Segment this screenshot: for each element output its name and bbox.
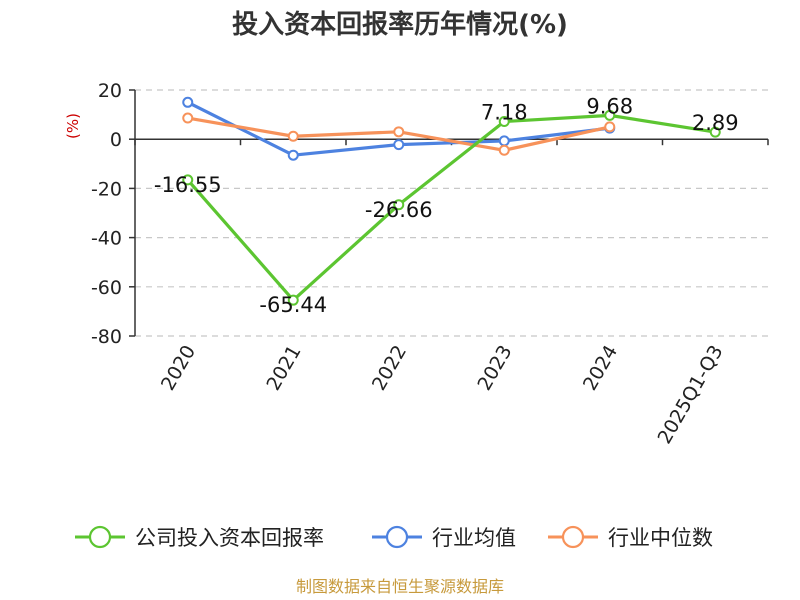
legend-item-1: 行业均值 [372, 525, 516, 550]
series-1-point-0 [182, 96, 194, 108]
x-tick-label-2021: 2021 [262, 342, 305, 395]
series-0-point-4 [604, 109, 616, 121]
legend-swatch-marker-2 [561, 525, 585, 549]
y-tick-label-20: 20 [98, 80, 122, 102]
series-0-point-1 [287, 294, 299, 306]
legend-label-2: 行业中位数 [608, 526, 713, 550]
series-1-point-2 [393, 139, 405, 151]
y-tick-label--20: -20 [91, 178, 122, 200]
x-tick-label-2020: 2020 [157, 342, 200, 395]
series-2-point-2 [393, 126, 405, 138]
data-labels: -16.55 -65.44 -26.66 7.18 9.68 2.89 [154, 94, 739, 317]
chart-title: 投入资本回报率历年情况(%) [232, 9, 568, 40]
data-label-2022: -26.66 [365, 198, 433, 222]
y-axis-label: (%) [64, 113, 82, 139]
legend-item-2: 行业中位数 [548, 525, 713, 550]
series-0-point-5 [709, 126, 721, 138]
legend-label-1: 行业均值 [432, 526, 516, 550]
series-line-0 [186, 113, 716, 302]
y-tick-label--80: -80 [91, 326, 122, 348]
x-tick-label-2025Q1-Q3: 2025Q1-Q3 [654, 342, 728, 448]
data-label-2023: 7.18 [481, 101, 528, 125]
x-tick-label-2023: 2023 [473, 342, 516, 395]
y-tick-label-0: 0 [110, 129, 122, 151]
plot-area [182, 96, 721, 306]
series-2-point-0 [182, 112, 194, 124]
data-label-2024: 9.68 [586, 94, 633, 118]
series-1-point-3 [498, 135, 510, 147]
legend-label-0: 公司投入资本回报率 [135, 526, 324, 550]
y-tick-label--60: -60 [91, 277, 122, 299]
series-2-point-3 [498, 144, 510, 156]
series-0-point-2 [393, 199, 405, 211]
legend-swatch-marker-0 [88, 525, 112, 549]
data-source: 制图数据来自恒生聚源数据库 [296, 577, 504, 596]
series-1-point-1 [287, 149, 299, 161]
data-label-2025Q1-Q3: 2.89 [692, 111, 739, 135]
data-label-2021: -65.44 [259, 293, 327, 317]
legend-swatch-marker-1 [385, 525, 409, 549]
series-2-point-4 [604, 121, 616, 133]
axes: 20 0 -20 -40 -60 -80 2020 2021 2022 2023 2024 2025Q… [91, 80, 769, 448]
legend: 公司投入资本回报率 行业均值 行业中位数 [75, 525, 713, 550]
x-tick-label-2024: 2024 [579, 342, 622, 395]
legend-item-0: 公司投入资本回报率 [75, 525, 324, 550]
y-tick-label--40: -40 [91, 228, 122, 250]
x-tick-label-2022: 2022 [368, 342, 411, 395]
series-0-point-0 [182, 174, 194, 186]
series-2-point-1 [287, 130, 299, 142]
series-0-point-3 [498, 116, 510, 128]
data-label-2020: -16.55 [154, 173, 222, 197]
